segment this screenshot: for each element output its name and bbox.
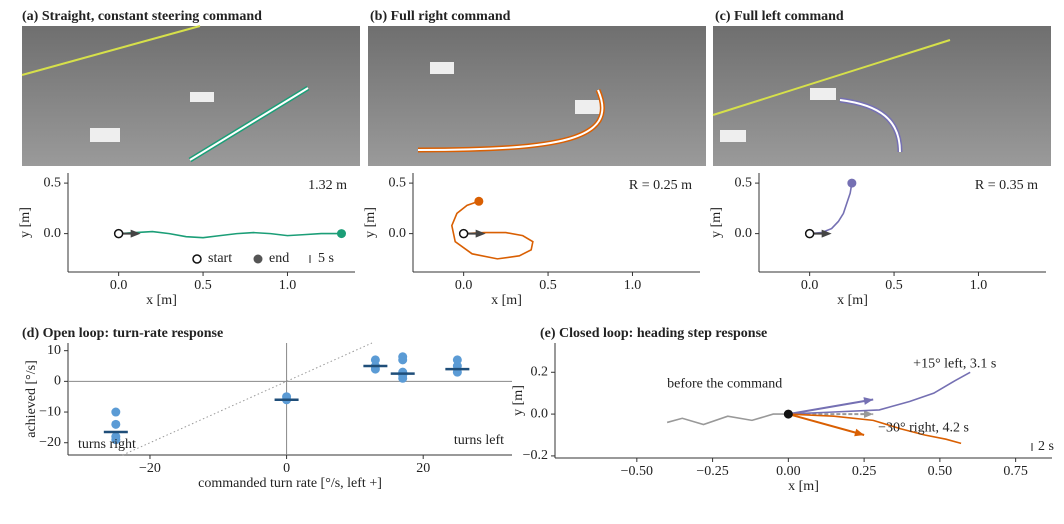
arrow-head xyxy=(863,397,874,405)
annotation: turns left xyxy=(454,433,504,448)
x-axis-label: x [m] xyxy=(491,293,522,308)
y-tick-label: 0.5 xyxy=(44,175,62,190)
arrow-head xyxy=(854,428,865,437)
panel-title: (d) Open loop: turn-rate response xyxy=(22,326,223,341)
identity-line xyxy=(122,342,373,456)
x-tick-label: 0.50 xyxy=(928,464,953,479)
origin-marker xyxy=(783,409,793,419)
trajectory-line xyxy=(450,200,534,260)
x-axis-label: x [m] xyxy=(788,479,819,494)
point xyxy=(452,355,462,365)
y-tick-label: −10 xyxy=(39,404,61,419)
x-axis-label: x [m] xyxy=(837,293,868,308)
y-tick-label: −20 xyxy=(39,435,61,450)
y-axis-label: y [m] xyxy=(511,385,526,416)
photo-a xyxy=(21,25,360,166)
x-tick-label: 1.0 xyxy=(970,278,988,293)
legend-label: end xyxy=(269,251,289,266)
x-tick-label: 0.0 xyxy=(455,278,473,293)
legend-start xyxy=(192,254,202,264)
series-label: −30° right, 4.2 s xyxy=(878,421,969,436)
photo-c xyxy=(712,26,1051,166)
y-axis-label: y [m] xyxy=(18,207,33,238)
trajectory-line xyxy=(666,413,789,426)
panel-title: (c) Full left command xyxy=(715,9,844,24)
x-tick-label: −0.25 xyxy=(696,464,728,479)
y-tick-label: 0.0 xyxy=(389,226,407,241)
series-label: +15° left, 3.1 s xyxy=(913,356,996,371)
value-annotation: R = 0.35 m xyxy=(975,178,1038,193)
value-annotation: R = 0.25 m xyxy=(629,178,692,193)
point xyxy=(370,355,380,365)
end-marker xyxy=(474,196,484,206)
trajectory-line xyxy=(118,230,342,239)
panel-title: (a) Straight, constant steering command xyxy=(22,9,262,24)
x-tick-label: 0.25 xyxy=(852,464,877,479)
panel-title: (e) Closed loop: heading step response xyxy=(540,326,767,341)
arrow-head xyxy=(863,410,874,418)
legend-end xyxy=(253,254,263,264)
x-axis-label: x [m] xyxy=(146,293,177,308)
end-marker xyxy=(847,178,857,188)
x-tick-label: 0 xyxy=(283,461,290,476)
legend-label: 2 s xyxy=(1038,439,1054,454)
y-axis-label: achieved [°/s] xyxy=(24,360,39,438)
x-tick-label: 0.5 xyxy=(194,278,212,293)
x-tick-label: 1.0 xyxy=(279,278,297,293)
annotation: turns right xyxy=(78,437,136,452)
y-axis-label: y [m] xyxy=(709,207,724,238)
x-tick-label: 0.0 xyxy=(110,278,128,293)
panel-title: (b) Full right command xyxy=(370,9,511,24)
x-tick-label: 1.0 xyxy=(624,278,642,293)
legend-label: 5 s xyxy=(318,251,334,266)
value-annotation: 1.32 m xyxy=(308,178,347,193)
trajectory-line xyxy=(788,371,971,415)
y-tick-label: 0.0 xyxy=(531,406,549,421)
x-tick-label: 0.5 xyxy=(539,278,557,293)
y-tick-label: 10 xyxy=(47,343,61,358)
heading-arrow xyxy=(788,398,874,416)
y-tick-label: 0 xyxy=(54,374,61,389)
start-arrow xyxy=(475,229,486,238)
y-tick-label: 0.2 xyxy=(531,364,549,379)
point xyxy=(111,407,121,417)
point xyxy=(398,367,408,377)
x-tick-label: 0.0 xyxy=(801,278,819,293)
y-tick-label: 0.0 xyxy=(44,226,62,241)
point xyxy=(111,435,121,445)
y-tick-label: 0.5 xyxy=(735,175,753,190)
trajectory-line xyxy=(809,182,853,235)
start-marker xyxy=(804,228,815,239)
y-tick-label: −0.2 xyxy=(523,448,548,463)
end-marker xyxy=(336,229,346,239)
start-marker xyxy=(113,228,124,239)
x-tick-label: 0.00 xyxy=(776,464,801,479)
legend-label: start xyxy=(208,251,232,266)
x-tick-label: 20 xyxy=(416,461,430,476)
y-axis-label: y [m] xyxy=(363,207,378,238)
point xyxy=(398,352,408,362)
x-axis-label: commanded turn rate [°/s, left +] xyxy=(198,476,382,491)
series-label: before the command xyxy=(667,377,782,392)
trajectory-line xyxy=(788,413,962,445)
x-tick-label: 0.75 xyxy=(1003,464,1028,479)
start-arrow xyxy=(821,229,832,238)
point xyxy=(111,419,121,429)
heading-arrow xyxy=(788,413,865,436)
x-tick-label: −0.50 xyxy=(621,464,653,479)
start-arrow xyxy=(130,229,141,238)
y-tick-label: 0.5 xyxy=(389,175,407,190)
photo-b xyxy=(368,26,706,166)
y-tick-label: 0.0 xyxy=(735,226,753,241)
x-tick-label: −20 xyxy=(139,461,161,476)
start-marker xyxy=(458,228,469,239)
x-tick-label: 0.5 xyxy=(885,278,903,293)
